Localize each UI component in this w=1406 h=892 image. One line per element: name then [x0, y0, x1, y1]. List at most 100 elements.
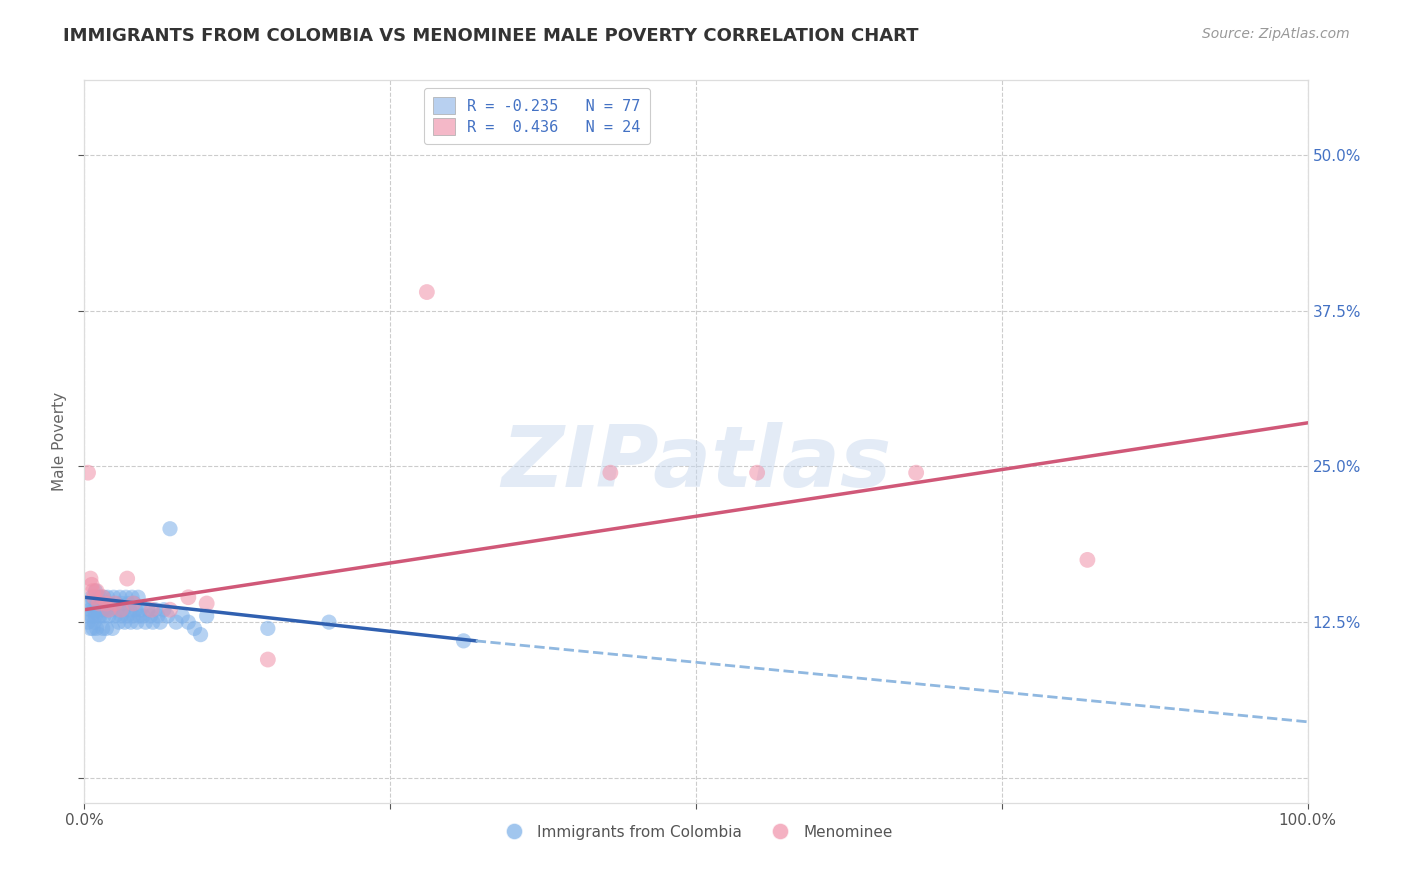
Point [79, 572, 101, 586]
Point [96, 621, 118, 635]
Point [89, 609, 111, 624]
Point [905, 466, 928, 480]
Point [416, 285, 439, 299]
Point [125, 603, 148, 617]
Point [100, 603, 122, 617]
Point [103, 591, 125, 605]
Point [141, 603, 163, 617]
Point [96, 597, 118, 611]
Point [104, 597, 127, 611]
Point [159, 603, 181, 617]
Point [159, 522, 181, 536]
Point [318, 615, 340, 630]
Point [190, 627, 212, 641]
Point [83, 615, 105, 630]
Point [115, 591, 138, 605]
Point [86, 597, 108, 611]
Point [136, 603, 159, 617]
Point [87, 627, 110, 641]
Text: ZIPatlas: ZIPatlas [501, 422, 891, 505]
Point [101, 621, 124, 635]
Point [118, 603, 141, 617]
Point [89, 591, 111, 605]
Point [149, 615, 172, 630]
Point [97, 609, 120, 624]
Point [90, 597, 112, 611]
Point [747, 466, 769, 480]
Point [165, 615, 187, 630]
Point [599, 466, 621, 480]
Point [125, 615, 148, 630]
Point [105, 603, 128, 617]
Point [87, 591, 110, 605]
Point [135, 615, 157, 630]
Point [87, 609, 110, 624]
Point [114, 615, 136, 630]
Point [91, 603, 114, 617]
Point [76, 609, 98, 624]
Point [96, 603, 118, 617]
Point [132, 609, 155, 624]
Point [177, 615, 200, 630]
Point [97, 603, 120, 617]
Point [117, 597, 139, 611]
Point [79, 603, 101, 617]
Point [94, 597, 117, 611]
Point [77, 615, 100, 630]
Point [83, 591, 105, 605]
Point [98, 597, 121, 611]
Point [79, 621, 101, 635]
Text: Source: ZipAtlas.com: Source: ZipAtlas.com [1202, 27, 1350, 41]
Point [1076, 553, 1098, 567]
Point [80, 609, 103, 624]
Point [195, 609, 218, 624]
Point [128, 609, 150, 624]
Point [107, 615, 129, 630]
Point [80, 578, 103, 592]
Point [86, 584, 108, 599]
Point [84, 584, 107, 599]
Point [111, 597, 134, 611]
Point [153, 603, 176, 617]
Point [122, 609, 145, 624]
Point [177, 591, 200, 605]
Point [129, 603, 152, 617]
Point [115, 572, 138, 586]
Point [93, 591, 115, 605]
Point [120, 615, 142, 630]
Point [105, 597, 128, 611]
Point [93, 609, 115, 624]
Point [83, 603, 105, 617]
Point [127, 591, 149, 605]
Point [110, 609, 132, 624]
Point [112, 603, 135, 617]
Point [124, 597, 146, 611]
Point [82, 584, 104, 599]
Point [80, 591, 103, 605]
Point [257, 621, 280, 635]
Point [91, 621, 114, 635]
Point [115, 609, 138, 624]
Point [146, 609, 169, 624]
Point [172, 609, 194, 624]
Point [91, 591, 114, 605]
Point [82, 621, 104, 635]
Point [77, 466, 100, 480]
Legend: Immigrants from Colombia, Menominee: Immigrants from Colombia, Menominee [494, 819, 898, 846]
Point [183, 621, 205, 635]
Point [156, 609, 179, 624]
Y-axis label: Male Poverty: Male Poverty [52, 392, 67, 491]
Point [139, 609, 162, 624]
Point [108, 591, 131, 605]
Point [142, 615, 165, 630]
Point [110, 603, 132, 617]
Point [84, 609, 107, 624]
Point [87, 603, 110, 617]
Point [195, 597, 218, 611]
Point [86, 621, 108, 635]
Point [121, 591, 143, 605]
Point [82, 597, 104, 611]
Point [257, 652, 280, 666]
Point [97, 591, 120, 605]
Point [143, 603, 166, 617]
